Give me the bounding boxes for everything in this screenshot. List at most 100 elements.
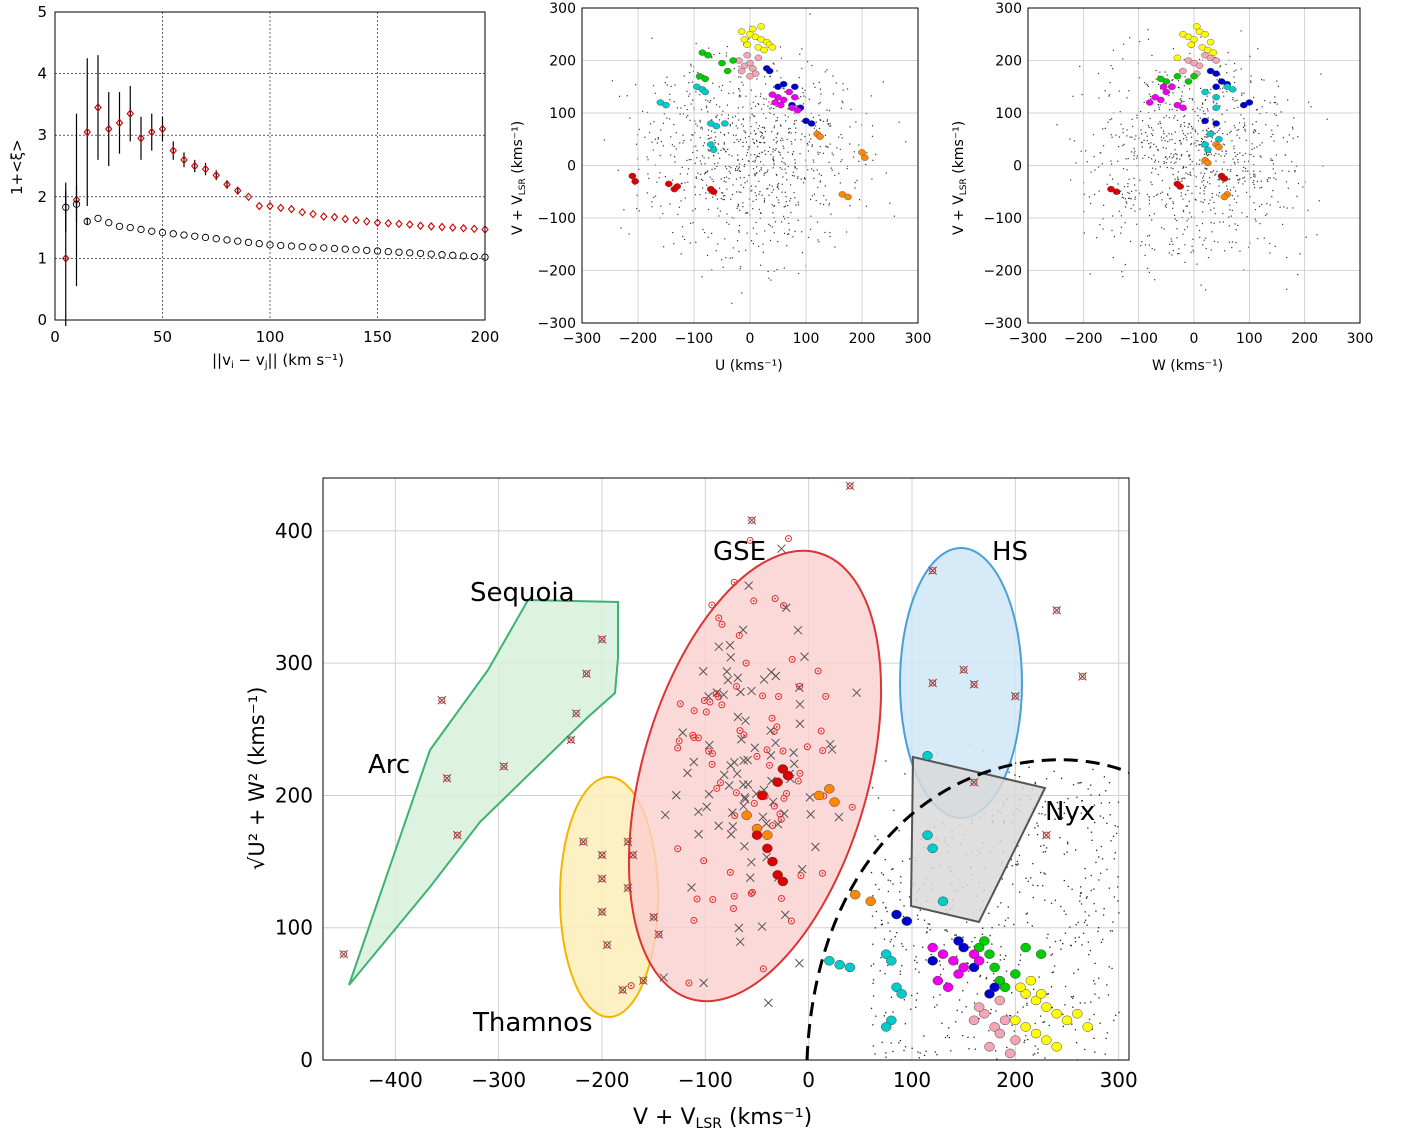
field-star <box>1131 136 1133 138</box>
field-star <box>705 192 707 194</box>
field-star <box>755 221 757 224</box>
halo-cross <box>597 635 607 644</box>
field-star <box>1127 197 1130 199</box>
halo-ring-dot <box>780 897 783 900</box>
field-star <box>812 170 815 172</box>
halo-ring <box>740 731 748 739</box>
field-star <box>1235 155 1237 158</box>
field-star <box>656 142 658 144</box>
field-star <box>740 95 742 97</box>
field-star <box>1215 173 1217 175</box>
field-star <box>1219 105 1221 107</box>
field-star <box>1201 163 1203 165</box>
field-star <box>804 178 806 180</box>
field-star <box>1180 102 1182 104</box>
field-star <box>1189 88 1191 90</box>
field-star <box>1226 109 1228 111</box>
field-star <box>1252 131 1254 133</box>
field-star <box>1151 183 1153 186</box>
field-star <box>1229 189 1232 191</box>
field-star <box>1237 106 1239 108</box>
field-star <box>1202 110 1205 112</box>
field-star <box>890 938 893 941</box>
field-star <box>730 198 732 200</box>
field-star <box>939 994 941 996</box>
field-star <box>1189 154 1191 156</box>
field-star <box>1163 228 1165 230</box>
field-star <box>1120 215 1123 217</box>
field-star <box>748 198 751 200</box>
field-star <box>1320 73 1322 75</box>
field-star <box>738 170 741 172</box>
stream-star <box>999 982 1011 992</box>
field-star <box>694 162 696 164</box>
field-star <box>1112 68 1114 70</box>
field-star <box>816 221 819 223</box>
field-star <box>1239 178 1241 180</box>
field-star <box>1106 1032 1108 1034</box>
halo-cross <box>779 809 789 818</box>
field-star <box>1176 153 1178 156</box>
field-star <box>742 84 744 86</box>
field-star <box>781 168 783 170</box>
field-star <box>754 173 756 175</box>
field-star <box>1071 888 1073 891</box>
field-star <box>1026 1002 1028 1004</box>
field-star <box>1038 812 1040 815</box>
halo-ring-dot <box>791 658 794 661</box>
field-star <box>1072 995 1074 998</box>
field-star <box>682 134 684 136</box>
field-star <box>1204 187 1206 189</box>
field-star <box>1250 177 1252 179</box>
stream-star <box>777 764 789 774</box>
field-star <box>886 910 888 913</box>
stream-star <box>1212 120 1220 127</box>
field-star <box>915 956 917 958</box>
field-star <box>686 159 688 162</box>
field-star <box>818 114 820 116</box>
field-star <box>1223 95 1225 97</box>
field-star <box>1012 883 1014 885</box>
field-star <box>1141 240 1143 243</box>
field-star <box>997 906 999 908</box>
field-star <box>1277 201 1279 203</box>
field-star <box>1117 900 1119 902</box>
field-star <box>752 168 755 170</box>
field-star <box>1182 132 1185 135</box>
field-star <box>1184 76 1186 78</box>
field-star <box>1188 154 1190 156</box>
field-star <box>904 1023 907 1025</box>
field-star <box>673 101 675 103</box>
field-star <box>702 145 704 147</box>
halo-ring <box>730 578 738 586</box>
halo-cross <box>759 675 769 684</box>
field-star <box>1252 182 1254 184</box>
field-star <box>1017 863 1019 865</box>
field-star <box>872 1045 875 1047</box>
p3-xtick-label: 100 <box>1236 331 1263 347</box>
field-star <box>1003 958 1005 960</box>
field-star <box>727 132 730 134</box>
field-star <box>1196 225 1198 227</box>
nyx-label: Nyx <box>1045 797 1095 827</box>
field-star <box>955 934 957 936</box>
halo-cross <box>659 973 669 982</box>
field-star <box>1045 847 1048 849</box>
halo-ring <box>715 614 723 622</box>
field-star <box>727 148 729 150</box>
field-star <box>760 168 762 171</box>
field-star <box>1243 92 1245 94</box>
field-star <box>1182 138 1185 140</box>
halo-ring-dot <box>732 907 735 910</box>
field-star <box>1205 186 1207 188</box>
halo-ring-dot <box>780 818 783 821</box>
p1-marks <box>62 55 489 327</box>
field-star <box>1044 814 1046 816</box>
field-star <box>723 143 725 145</box>
field-star <box>822 120 825 122</box>
halo-ring-dot <box>851 806 854 809</box>
field-star <box>1025 1035 1027 1037</box>
field-star <box>1259 144 1261 146</box>
circle-point <box>287 242 296 250</box>
field-star <box>634 183 636 186</box>
